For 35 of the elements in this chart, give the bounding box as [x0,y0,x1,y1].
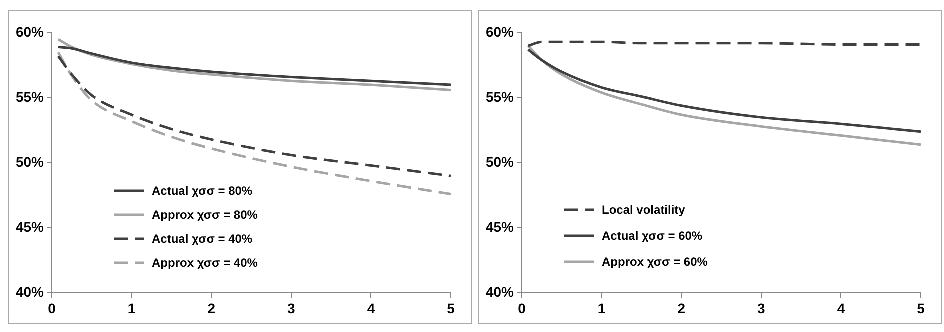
y-tick-label: 45% [486,219,515,236]
line-series [527,48,921,134]
x-tick-label: 0 [48,300,56,316]
x-tick-label: 3 [288,300,296,316]
legend-label: Approx χσσ = 80% [152,208,258,222]
x-tick-label: 5 [447,300,456,316]
y-tick-label: 55% [16,88,45,105]
x-tick-label: 2 [208,300,216,316]
legend-label: Actual χσσ = 60% [602,229,703,243]
y-tick-label: 40% [16,284,45,300]
x-tick-label: 1 [128,300,136,316]
y-tick-label: 50% [16,154,45,170]
y-tick-label: 60% [16,24,45,40]
x-tick-label: 1 [598,300,606,316]
y-tick-label: 60% [486,24,515,40]
legend-label: Actual χσσ = 80% [152,184,253,198]
x-tick-label: 0 [518,300,526,316]
legend-label: Approx χσσ = 60% [602,255,708,269]
x-tick-label: 4 [837,300,846,316]
line-series [527,44,921,146]
x-tick-label: 4 [367,300,376,316]
y-tick-label: 55% [486,88,515,105]
line-series [57,51,451,196]
line-series [57,38,451,92]
line-series [57,55,451,178]
line-series [57,46,451,86]
y-tick-label: 45% [16,219,45,236]
x-tick-label: 2 [678,300,686,316]
legend-label: Approx χσσ = 40% [152,256,258,270]
legend-label: Actual χσσ = 40% [152,232,253,246]
y-tick-label: 50% [486,154,515,170]
y-tick-label: 40% [486,284,515,300]
x-tick-label: 5 [917,300,926,316]
legend-label: Local volatility [602,203,686,217]
x-tick-label: 3 [758,300,766,316]
